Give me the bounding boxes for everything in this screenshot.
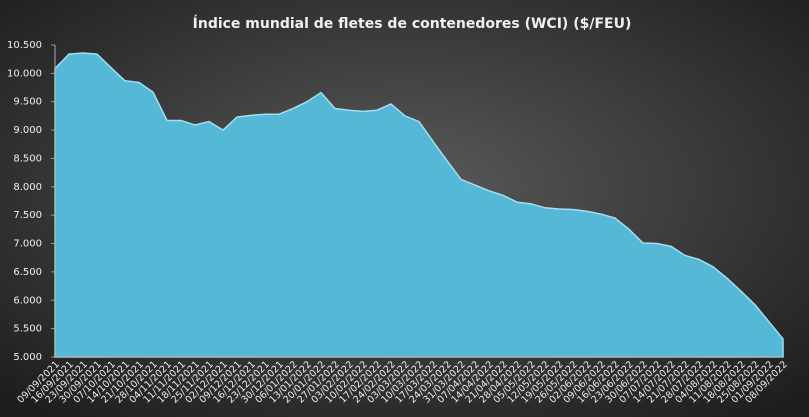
y-tick-label: 5.000 [13, 352, 42, 363]
y-tick-label: 9.000 [13, 125, 42, 136]
y-tick-label: 10.000 [7, 68, 42, 79]
y-tick-label: 9.500 [13, 97, 42, 108]
y-tick-label: 7.000 [13, 239, 42, 250]
y-tick-label: 6.000 [13, 295, 42, 306]
y-tick-label: 7.500 [13, 210, 42, 221]
area [54, 52, 784, 358]
y-tick-label: 5.500 [13, 324, 42, 335]
y-tick-label: 8.500 [13, 153, 42, 164]
y-tick-label: 6.500 [13, 267, 42, 278]
chart-title: Índice mundial de fletes de contenedores… [193, 15, 632, 32]
y-tick-label: 8.000 [13, 182, 42, 193]
y-tick-label: 10.500 [7, 40, 42, 51]
